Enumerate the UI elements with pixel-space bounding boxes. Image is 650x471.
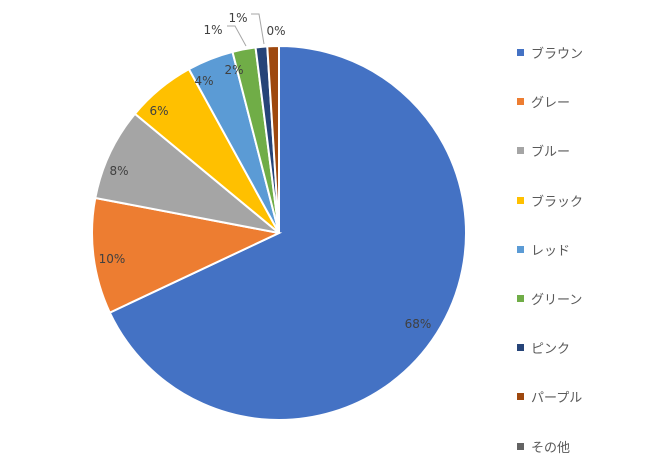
- pie-slice-2: [91, 196, 283, 314]
- legend-label: グレー: [531, 96, 571, 112]
- legend-item-4: ブラック: [517, 176, 583, 225]
- legend-swatch: [517, 98, 524, 106]
- data-label-4: 6%: [149, 104, 168, 118]
- legend-swatch: [517, 393, 524, 401]
- leader-line-8: [251, 13, 265, 45]
- data-label-3: 8%: [109, 164, 128, 178]
- legend-label: ピンク: [531, 342, 571, 358]
- legend-swatch: [517, 49, 524, 57]
- legend-item-7: ピンク: [517, 323, 583, 372]
- legend-swatch: [517, 442, 524, 450]
- data-label-1: 68%: [405, 317, 432, 331]
- data-label-8: 1%: [228, 11, 247, 25]
- legend-label: ブラック: [531, 194, 584, 210]
- legend-item-5: レッド: [517, 225, 583, 274]
- legend-swatch: [517, 245, 524, 253]
- pie-slice-8: [266, 44, 280, 234]
- pie-slice-1: [108, 44, 467, 421]
- legend-label: パープル: [531, 391, 583, 407]
- legend-item-3: ブルー: [517, 126, 583, 175]
- legend-label: ブルー: [531, 145, 571, 161]
- leader-line-7: [227, 25, 247, 47]
- pie-slice-3: [94, 112, 280, 234]
- legend-swatch: [517, 196, 524, 204]
- data-label-6: 2%: [224, 63, 243, 77]
- legend-label: その他: [531, 440, 571, 456]
- legend-swatch: [517, 344, 524, 352]
- chart-legend: ブラウングレーブルーブラックレッドグリーンピンクパープルその他: [517, 28, 583, 471]
- legend-item-6: グリーン: [517, 274, 583, 323]
- legend-swatch: [517, 295, 524, 303]
- legend-item-2: グレー: [517, 77, 583, 126]
- data-label-9: 0%: [266, 24, 285, 38]
- data-label-2: 10%: [99, 252, 126, 266]
- legend-swatch: [517, 147, 524, 155]
- legend-item-9: その他: [517, 422, 583, 471]
- legend-label: レッド: [531, 243, 571, 259]
- data-label-7: 1%: [203, 23, 222, 37]
- legend-item-8: パープル: [517, 372, 583, 421]
- data-label-5: 4%: [194, 74, 213, 88]
- legend-label: ブラウン: [531, 47, 584, 63]
- legend-item-1: ブラウン: [517, 28, 583, 77]
- legend-label: グリーン: [531, 293, 583, 309]
